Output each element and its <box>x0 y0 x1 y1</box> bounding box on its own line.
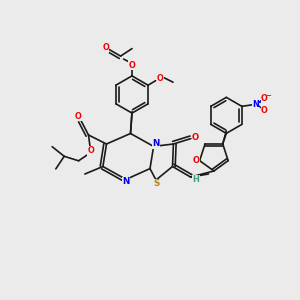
Text: H: H <box>193 176 199 184</box>
Text: O: O <box>102 44 109 52</box>
Text: O: O <box>157 74 164 83</box>
Text: S: S <box>153 179 160 188</box>
Text: O: O <box>261 94 268 103</box>
Text: O: O <box>261 106 268 115</box>
Text: O: O <box>75 112 81 121</box>
Text: O: O <box>193 156 200 165</box>
Text: −: − <box>266 93 271 99</box>
Text: O: O <box>129 61 135 70</box>
Text: +: + <box>257 99 262 104</box>
Text: O: O <box>192 133 199 142</box>
Text: N: N <box>122 177 130 186</box>
Text: N: N <box>252 100 259 109</box>
Text: O: O <box>87 146 94 155</box>
Text: N: N <box>152 140 160 148</box>
